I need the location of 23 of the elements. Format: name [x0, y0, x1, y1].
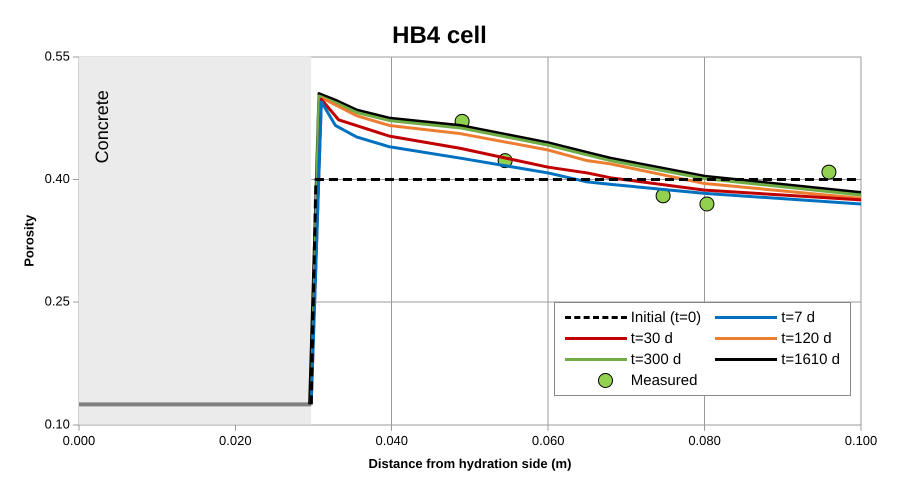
point — [821, 164, 836, 180]
legend-label: Measured — [630, 372, 698, 389]
y-tick-label: 0.40 — [44, 171, 70, 186]
x-tick-label: 0.060 — [532, 433, 564, 448]
x-tick-label: 0.020 — [219, 433, 252, 448]
legend-label: t=7 d — [781, 309, 815, 326]
y-tick-label: 0.55 — [44, 48, 70, 64]
legend-label: t=120 d — [781, 330, 832, 347]
y-axis-title: Porosity — [21, 214, 36, 267]
y-tick-label: 0.10 — [44, 416, 70, 432]
chart-title: HB4 cell — [392, 22, 487, 50]
legend-label: t=1610 d — [781, 351, 840, 368]
legend-label: t=30 d — [630, 330, 673, 347]
band-label: Concrete — [92, 90, 112, 164]
x-tick-label: 0.080 — [688, 433, 721, 448]
legend-label: Initial (t=0) — [630, 309, 702, 326]
point — [699, 196, 714, 212]
y-tick-label: 0.25 — [44, 294, 70, 309]
x-tick-label: 0.000 — [62, 433, 96, 448]
legend-label: t=300 d — [630, 351, 682, 368]
x-tick-label: 0.100 — [844, 433, 878, 448]
x-axis-title: Distance from hydration side (m) — [368, 456, 572, 471]
x-tick-label: 0.040 — [375, 433, 408, 448]
